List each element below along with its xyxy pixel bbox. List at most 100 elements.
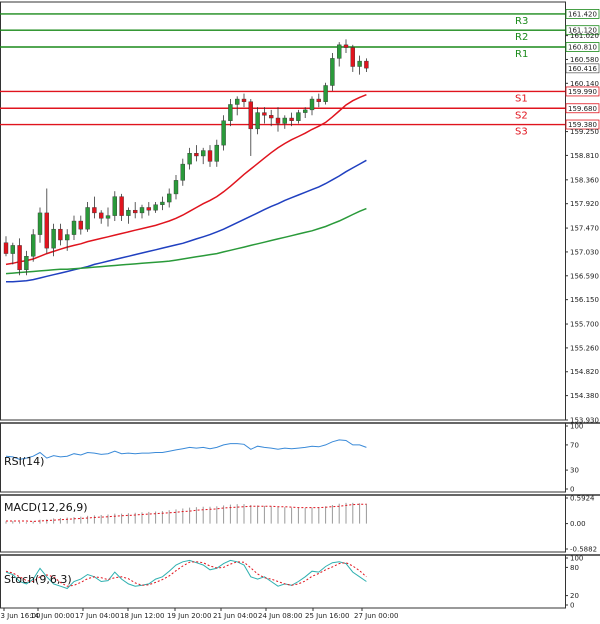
stoch-main-line: [5, 559, 367, 590]
time-tick-label: 19 Jun 20:00: [167, 612, 211, 620]
indicator-tick-label: 30: [570, 467, 579, 475]
candle-body: [166, 193, 172, 203]
current-price-box: [565, 63, 600, 74]
level-price-box: [565, 86, 600, 97]
candle-body: [3, 242, 9, 254]
indicator-tick-label: 100: [570, 555, 583, 563]
candle-body: [255, 112, 260, 130]
level-price-label-s1: 159.990: [568, 88, 597, 96]
candle-body: [78, 220, 84, 230]
candle-body: [180, 163, 186, 181]
price-tick-label: 160.140: [570, 80, 599, 88]
candle-body: [24, 256, 29, 271]
candle-body: [207, 150, 213, 162]
indicator-panel-frame: [0, 554, 566, 609]
candle-body: [364, 60, 369, 69]
price-tick-label: 160.580: [570, 56, 599, 64]
candle-body: [350, 47, 355, 67]
price-tick-label: 158.360: [570, 176, 599, 184]
level-price-box: [565, 119, 600, 130]
level-price-label-r3: 161.420: [568, 10, 597, 18]
indicator-tick-label: 0.00: [570, 520, 586, 528]
time-tick-label: 18 Jun 12:00: [120, 612, 164, 620]
candle-body: [51, 228, 56, 249]
candle-body: [214, 144, 220, 162]
indicator-tick-label: 100: [570, 423, 583, 431]
moving-average-line: [6, 159, 367, 283]
time-tick-label: 17 Jun 04:00: [75, 612, 119, 620]
time-tick-label: 25 Jun 16:00: [305, 612, 349, 620]
candle-body: [337, 44, 342, 59]
candle-body: [10, 245, 16, 254]
candle-body: [316, 98, 321, 102]
candle-body: [200, 150, 206, 157]
moving-average-line: [5, 207, 367, 275]
price-tick-label: 154.380: [570, 392, 599, 400]
price-tick-label: 157.920: [570, 200, 599, 208]
level-price-label-s3: 159.380: [568, 121, 597, 129]
candle-body: [132, 209, 138, 214]
level-name-r2: R2: [515, 32, 528, 43]
candle-body: [85, 207, 90, 230]
time-tick-label: 14 Jun 00:00: [30, 612, 74, 620]
candle-body: [275, 117, 281, 124]
candle-body: [289, 117, 294, 121]
indicator-name-label: Stoch(9,6,3): [4, 573, 72, 586]
candle-body: [112, 196, 118, 216]
candle-body: [357, 60, 362, 67]
candle-body: [31, 234, 36, 257]
candle-body: [248, 101, 254, 130]
price-tick-label: 155.260: [570, 344, 599, 352]
time-tick-label: 21 Jun 04:00: [213, 612, 257, 620]
price-panel-frame: [0, 1, 566, 421]
price-tick-label: 154.820: [570, 368, 599, 376]
candle-body: [17, 245, 22, 271]
candle-body: [296, 112, 301, 121]
candle-body: [58, 228, 63, 241]
candle-body: [64, 234, 70, 241]
candle-body: [323, 85, 328, 102]
candle-body: [173, 180, 179, 195]
candle-body: [194, 153, 199, 157]
time-tick-label: 13 Jun 16:00: [0, 612, 40, 620]
candle-body: [269, 115, 274, 119]
candle-body: [119, 196, 124, 216]
level-price-label-s2: 159.680: [568, 105, 597, 113]
level-name-r3: R3: [515, 16, 528, 27]
candle-body: [98, 212, 104, 219]
level-price-box: [565, 25, 600, 36]
level-name-r1: R1: [515, 49, 528, 60]
price-tick-label: 159.250: [570, 128, 599, 136]
level-price-box: [565, 103, 600, 114]
price-tick-label: 156.590: [570, 272, 599, 280]
price-tick-label: 155.700: [570, 321, 599, 329]
current-price-label: 160.416: [568, 65, 597, 73]
level-price-label-r2: 161.120: [568, 27, 597, 35]
moving-average-line: [5, 94, 367, 266]
indicator-tick-label: 0: [570, 602, 574, 610]
level-price-label-r1: 160.810: [568, 43, 597, 51]
level-name-s1: S1: [515, 93, 528, 104]
indicator-panel-frame: [0, 422, 566, 493]
indicator-tick-label: 0.5924: [570, 495, 595, 503]
price-tick-label: 161.020: [570, 32, 599, 40]
level-price-box: [565, 42, 600, 52]
stoch-signal-line: [5, 561, 367, 587]
candle-body: [160, 201, 165, 205]
indicator-tick-label: 80: [570, 564, 579, 572]
level-name-s2: S2: [515, 110, 528, 121]
candle-body: [139, 207, 145, 214]
candle-body: [92, 207, 97, 214]
candle-body: [241, 98, 247, 102]
candle-body: [187, 153, 192, 165]
price-tick-label: 157.030: [570, 248, 599, 256]
candle-body: [262, 112, 267, 116]
time-tick-label: 24 Jun 08:00: [258, 612, 302, 620]
price-tick-label: 157.470: [570, 225, 599, 233]
indicator-name-label: MACD(12,26,9): [4, 501, 88, 514]
candle-body: [126, 209, 131, 216]
candle-body: [105, 215, 111, 219]
candle-body: [330, 58, 335, 86]
candle-body: [303, 109, 308, 113]
